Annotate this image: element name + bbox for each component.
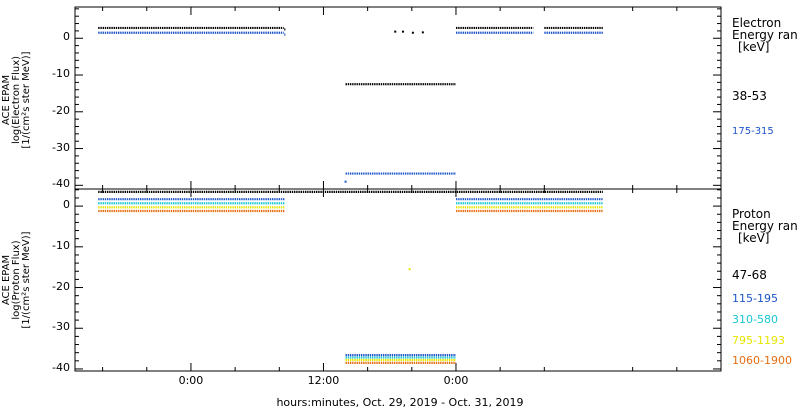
- proton-legend-item-47-68: 47-68: [732, 268, 767, 282]
- proton-legend-item-1060-1900: 1060-1900: [732, 354, 792, 367]
- panel-frame-1: [74, 188, 722, 372]
- axis-ticks: [75, 7, 721, 371]
- y-tick-label: -10: [52, 67, 70, 81]
- proton-legend-title-line-3: [keV]: [738, 231, 770, 245]
- y-tick-label: -30: [52, 140, 70, 154]
- electron-ylabel-line-3: [1/(cm²s ster MeV)]: [21, 51, 32, 149]
- data-point: [421, 31, 424, 34]
- series-795-1193: [98, 206, 603, 362]
- proton-legend-item-310-580: 310-580: [732, 313, 778, 326]
- electron-legend-title-line-1: Electron: [732, 16, 782, 30]
- proton-y-axis-label: ACE EPAM log(Proton Flux) [1/(cm²s ster …: [1, 200, 38, 360]
- y-tick-label: -10: [52, 238, 70, 252]
- electron-legend-item-38-53: 38-53: [732, 89, 767, 103]
- proton-panel-marks: [98, 190, 603, 364]
- plot-frames: [74, 6, 722, 372]
- y-tick-label: -40: [52, 177, 70, 191]
- electron-legend-title: Electron Energy ran [keV]: [732, 17, 798, 53]
- x-tick-label: 0:00: [443, 374, 469, 387]
- electron-legend-item-175-315: 175-315: [732, 126, 774, 137]
- data-point: [401, 30, 404, 33]
- series-175-315: [98, 31, 603, 183]
- y-tick-label: -30: [52, 320, 70, 334]
- y-tick-label: 0: [63, 30, 70, 44]
- series-1060-1900: [98, 209, 603, 364]
- electron-legend-title-line-3: [keV]: [738, 40, 770, 54]
- series-115-195: [98, 198, 603, 357]
- x-axis-title: hours:minutes, Oct. 29, 2019 - Oct. 31, …: [276, 396, 524, 409]
- proton-legend-title-line-1: Proton: [732, 207, 771, 221]
- data-point: [344, 180, 347, 183]
- data-point: [408, 268, 411, 271]
- data-point: [394, 30, 397, 33]
- panel-frame-0: [74, 6, 722, 190]
- y-tick-label: 0: [63, 198, 70, 212]
- electron-y-axis-label: ACE EPAM log(Electron Flux) [1/(cm²s ste…: [1, 20, 38, 180]
- electron-panel-marks: [98, 26, 603, 183]
- series-310-580: [98, 202, 603, 359]
- proton-legend-item-115-195: 115-195: [732, 292, 778, 305]
- x-tick-label: 12:00: [307, 374, 340, 387]
- y-tick-label: -40: [52, 360, 70, 374]
- electron-legend-title-line-2: Energy ran: [732, 28, 798, 42]
- proton-ylabel-line-3: [1/(cm²s ster MeV)]: [21, 231, 32, 329]
- y-tick-label: -20: [52, 279, 70, 293]
- series-38-53: [98, 26, 603, 86]
- x-tick-label: 0:00: [178, 374, 204, 387]
- proton-legend-item-795-1193: 795-1193: [732, 334, 785, 347]
- proton-legend-title: Proton Energy ran [keV]: [732, 208, 798, 244]
- y-tick-label: -20: [52, 103, 70, 117]
- proton-legend-title-line-2: Energy ran: [732, 219, 798, 233]
- data-point: [411, 31, 414, 34]
